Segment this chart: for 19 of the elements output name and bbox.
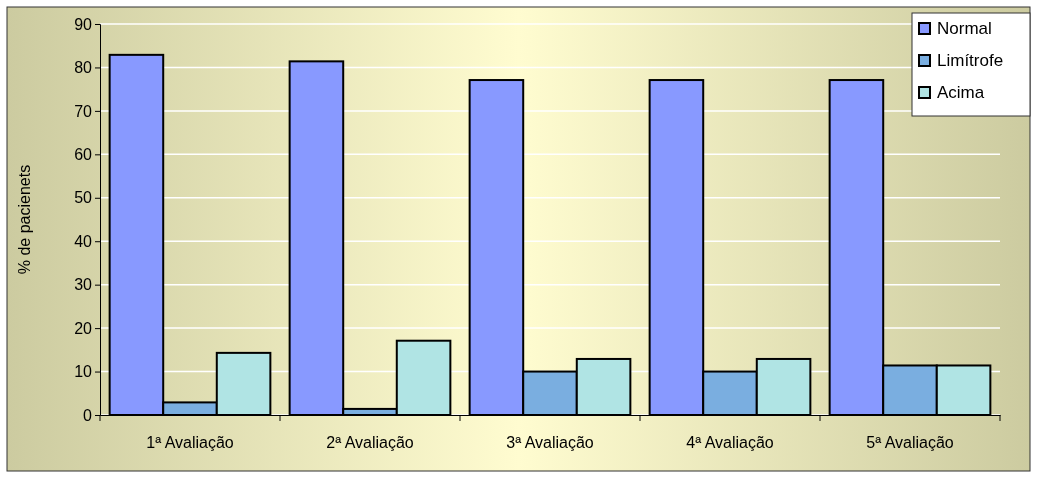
y-tick-label: 50 <box>74 189 93 207</box>
y-tick-label: 0 <box>83 406 93 424</box>
y-tick-label: 80 <box>74 59 93 77</box>
y-axis-title: % de pacienets <box>16 164 33 275</box>
legend-label: Normal <box>937 19 992 38</box>
x-tick-label: 4ª Avaliação <box>686 434 774 452</box>
x-tick-label: 3ª Avaliação <box>506 434 594 452</box>
legend-label: Acima <box>937 83 985 102</box>
y-tick-label: 90 <box>74 15 93 33</box>
y-tick-label: 60 <box>74 145 93 163</box>
x-tick-label: 2ª Avaliação <box>326 434 414 452</box>
y-tick-label: 70 <box>74 102 93 120</box>
y-tick-label: 40 <box>74 232 93 250</box>
legend-label: Limítrofe <box>937 51 1004 70</box>
x-tick-label: 5ª Avaliação <box>866 434 954 452</box>
x-tick-label: 1ª Avaliação <box>146 434 234 452</box>
y-tick-label: 10 <box>74 363 93 381</box>
y-tick-label: 30 <box>74 276 93 294</box>
y-tick-label: 20 <box>74 319 93 337</box>
